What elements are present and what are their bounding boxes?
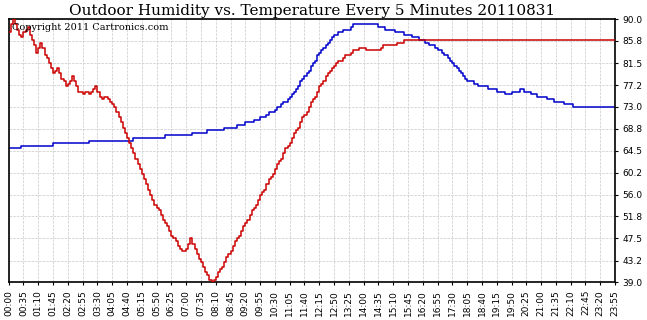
Text: Copyright 2011 Cartronics.com: Copyright 2011 Cartronics.com <box>12 23 168 32</box>
Title: Outdoor Humidity vs. Temperature Every 5 Minutes 20110831: Outdoor Humidity vs. Temperature Every 5… <box>69 4 555 18</box>
